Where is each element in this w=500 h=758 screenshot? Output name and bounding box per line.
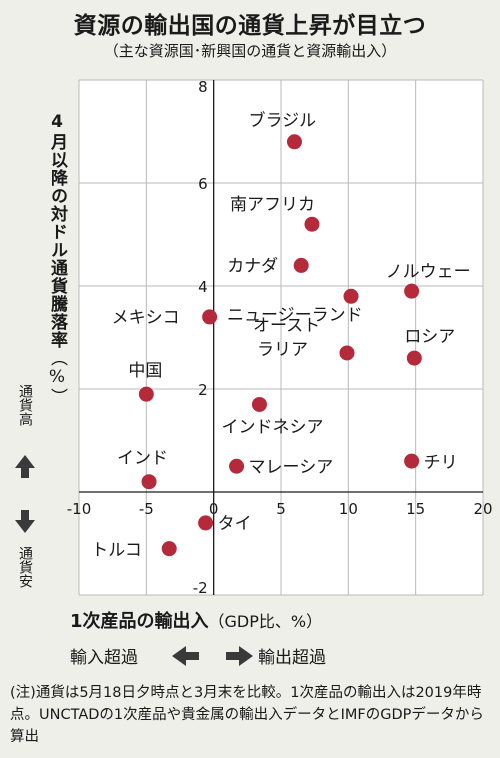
x-tick-label: 0 — [209, 500, 219, 518]
data-label: 中国 — [128, 361, 162, 381]
data-label: トルコ — [91, 541, 142, 561]
y-axis-label: 4月以降の対ドル通貨騰落率（%） — [44, 112, 70, 406]
data-label: カナダ — [227, 256, 278, 276]
data-label: タイ — [218, 514, 252, 534]
axes — [79, 80, 483, 595]
data-point — [404, 453, 420, 469]
data-label: チリ — [424, 453, 458, 473]
data-label: マレーシア — [249, 457, 334, 477]
trade-direction-row: 輸入超過 輸出超過 — [70, 643, 500, 669]
data-label: ラリア — [257, 340, 308, 360]
right-arrow-icon — [226, 646, 253, 666]
up-arrow-icon — [15, 455, 35, 478]
data-label: インド — [117, 449, 168, 469]
data-point — [202, 309, 218, 325]
x-tick-label: -10 — [67, 500, 92, 518]
data-label: ブラジル — [248, 110, 316, 131]
currency-down-label: 通貨安 — [17, 546, 33, 588]
data-point — [343, 288, 359, 304]
data-label: オースト — [253, 316, 320, 336]
data-point — [406, 350, 422, 366]
data-point — [404, 283, 420, 299]
data-label: メキシコ — [112, 308, 180, 328]
data-point — [339, 345, 355, 361]
currency-up-label: 通貨高 — [17, 384, 33, 426]
x-tick-label: 20 — [473, 500, 492, 518]
chart-title: 資源の輸出国の通貨上昇が目立つ — [73, 13, 427, 39]
left-arrow-icon — [172, 646, 199, 666]
y-tick-label: 6 — [198, 175, 208, 193]
y-axis-label-unit: （%） — [47, 349, 67, 406]
y-tick-label: 2 — [198, 381, 208, 399]
tick-labels: -10 -5 0 5 10 15 20 -2 2 4 6 8 — [67, 78, 493, 597]
x-axis-label-main: 1次産品の輸出入 — [70, 611, 209, 632]
data-point — [304, 216, 320, 232]
data-point — [251, 396, 267, 412]
data-point — [293, 257, 309, 273]
export-surplus-label: 輸出超過 — [258, 648, 326, 668]
data-point — [138, 386, 154, 402]
data-label: ノルウェー — [386, 262, 471, 282]
x-tick-label: 15 — [406, 500, 425, 518]
x-axis-label-unit: （GDP比、%） — [208, 612, 323, 631]
footnote: (注)通貨は5月18日夕時点と3月末を比較。1次産品の輸出入は2019年時点。U… — [10, 685, 484, 745]
x-tick-label: 5 — [276, 500, 286, 518]
y-tick-label: 8 — [198, 78, 208, 96]
data-label: 南アフリカ — [230, 195, 315, 215]
data-label: ニュージーランド — [227, 305, 363, 325]
x-axis-label: 1次産品の輸出入（GDP比、%） — [70, 607, 322, 633]
y-tick-label: -2 — [193, 579, 208, 597]
data-point — [229, 458, 245, 474]
data-point — [286, 134, 302, 150]
y-tick-label: 4 — [198, 278, 208, 296]
y-axis-label-main: 4月以降の対ドル通貨騰落率 — [47, 112, 67, 349]
data-label: インドネシア — [221, 417, 323, 437]
data-label: ロシア — [404, 327, 455, 347]
data-point — [198, 515, 214, 531]
chart-subtitle: （主な資源国･新興国の通貨と資源輸出入） — [103, 42, 397, 60]
side-arrows — [15, 455, 253, 666]
x-tick-label: -5 — [139, 500, 154, 518]
data-point — [141, 474, 157, 490]
data-points — [138, 134, 422, 557]
import-surplus-label: 輸入超過 — [70, 648, 138, 668]
down-arrow-icon — [15, 510, 35, 533]
data-point — [161, 541, 177, 557]
x-tick-label: 10 — [339, 500, 358, 518]
